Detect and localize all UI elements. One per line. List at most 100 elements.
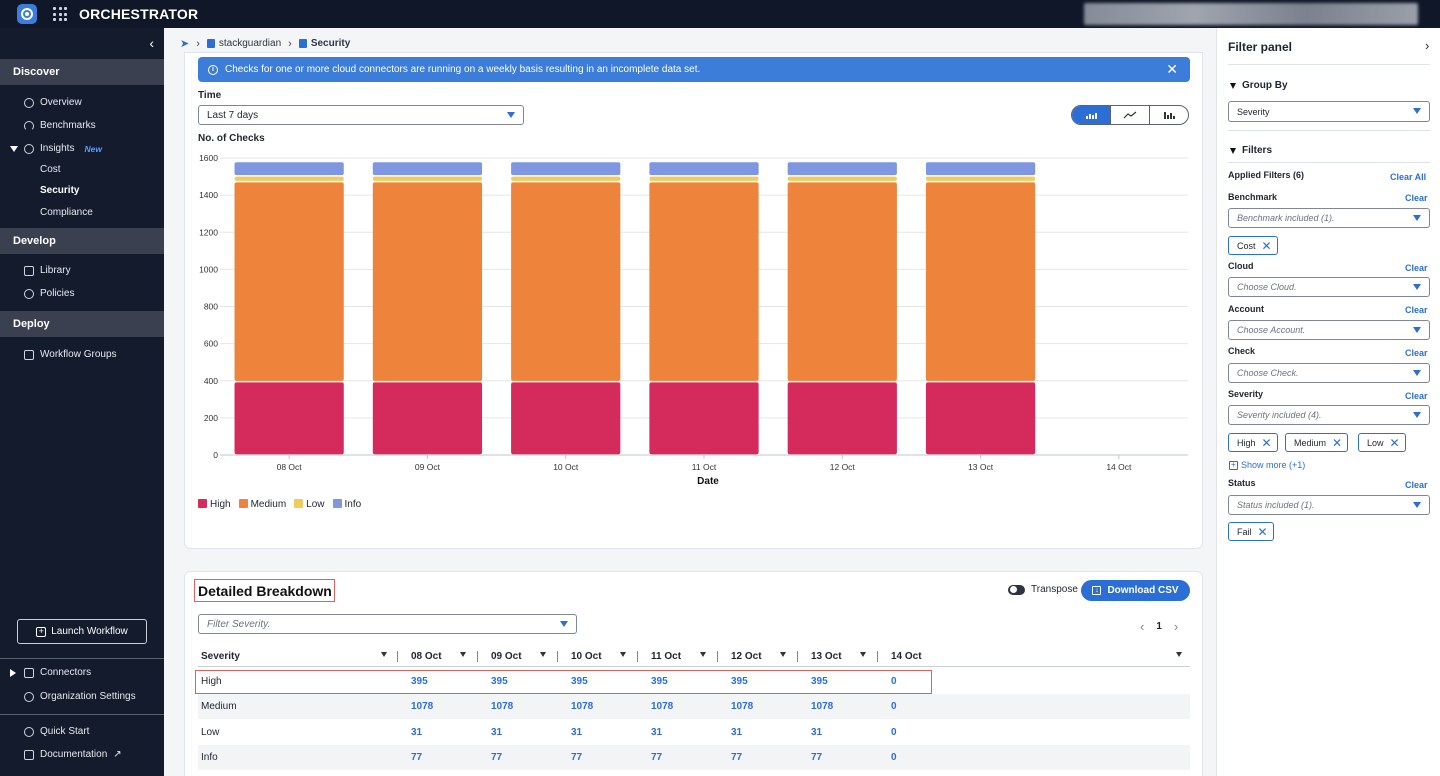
- sidebar-item-insights[interactable]: Insights New: [24, 143, 102, 154]
- legend-item-high[interactable]: High: [198, 499, 231, 510]
- column-filter-icon[interactable]: [540, 652, 546, 657]
- clear-all-button[interactable]: Clear All: [1390, 172, 1427, 182]
- filter-severity-select[interactable]: Filter Severity.: [198, 614, 577, 634]
- column-header[interactable]: 10 Oct: [571, 651, 602, 662]
- chevron-right-icon[interactable]: ›: [1425, 38, 1430, 53]
- line-chart-button[interactable]: [1110, 106, 1149, 124]
- sidebar-item-connectors[interactable]: Connectors: [24, 667, 91, 678]
- download-csv-button[interactable]: ↓ Download CSV: [1081, 580, 1190, 601]
- column-separator[interactable]: [477, 651, 478, 662]
- column-header[interactable]: Severity: [201, 651, 240, 662]
- column-filter-icon[interactable]: [780, 652, 786, 657]
- column-separator[interactable]: [397, 651, 398, 662]
- cloud-clear-button[interactable]: Clear: [1405, 263, 1428, 273]
- sidebar-item-library[interactable]: Library: [24, 265, 71, 276]
- sidebar-item-compliance[interactable]: Compliance: [40, 207, 93, 218]
- count-cell[interactable]: 1078: [811, 701, 834, 712]
- count-cell[interactable]: 31: [491, 727, 503, 738]
- app-logo-icon[interactable]: [17, 4, 37, 24]
- current-page[interactable]: 1: [1156, 621, 1162, 632]
- count-cell[interactable]: 77: [411, 752, 423, 763]
- count-cell[interactable]: 77: [651, 752, 663, 763]
- close-icon[interactable]: ✕: [1332, 435, 1343, 450]
- count-cell[interactable]: 0: [891, 701, 897, 712]
- close-icon[interactable]: ✕: [1389, 435, 1400, 450]
- show-more-button[interactable]: + Show more (+1): [1229, 460, 1305, 470]
- close-icon[interactable]: ✕: [1261, 238, 1272, 253]
- count-cell[interactable]: 395: [411, 676, 428, 687]
- grouped-bar-chart-button[interactable]: [1149, 106, 1188, 124]
- column-filter-icon[interactable]: [460, 652, 466, 657]
- rocket-icon[interactable]: ➤: [180, 38, 190, 50]
- column-filter-icon[interactable]: [620, 652, 626, 657]
- user-account-menu[interactable]: [1084, 3, 1418, 25]
- column-separator[interactable]: [877, 651, 878, 662]
- severity-clear-button[interactable]: Clear: [1405, 391, 1428, 401]
- count-cell[interactable]: 77: [571, 752, 583, 763]
- sidebar-item-overview[interactable]: Overview: [24, 97, 82, 108]
- legend-item-low[interactable]: Low: [294, 499, 325, 510]
- collapse-sidebar-icon[interactable]: ‹: [149, 35, 154, 51]
- benchmark-select[interactable]: Benchmark included (1).: [1228, 208, 1430, 228]
- check-clear-button[interactable]: Clear: [1405, 348, 1428, 358]
- column-header[interactable]: 11 Oct: [651, 651, 682, 662]
- sidebar-item-security[interactable]: Security: [40, 185, 80, 196]
- insights-expand-icon[interactable]: [10, 146, 18, 152]
- check-select[interactable]: Choose Check.: [1228, 363, 1430, 383]
- app-grid-icon[interactable]: [53, 7, 67, 21]
- count-cell[interactable]: 1078: [731, 701, 754, 712]
- launch-workflow-button[interactable]: + Launch Workflow: [17, 619, 147, 644]
- count-cell[interactable]: 395: [651, 676, 668, 687]
- sidebar-item-workflow-groups[interactable]: Workflow Groups: [24, 349, 117, 360]
- legend-item-medium[interactable]: Medium: [238, 499, 286, 510]
- column-header[interactable]: 08 Oct: [411, 651, 442, 662]
- status-select[interactable]: Status included (1).: [1228, 495, 1430, 515]
- count-cell[interactable]: 1078: [411, 701, 434, 712]
- transpose-switch[interactable]: [1008, 584, 1025, 595]
- column-filter-icon[interactable]: [700, 652, 706, 657]
- count-cell[interactable]: 1078: [571, 701, 594, 712]
- chart-type-toggle[interactable]: [1071, 105, 1189, 125]
- count-cell[interactable]: 77: [811, 752, 823, 763]
- sidebar-item-cost[interactable]: Cost: [40, 164, 61, 175]
- count-cell[interactable]: 0: [891, 727, 897, 738]
- benchmark-clear-button[interactable]: Clear: [1405, 193, 1428, 203]
- group-by-select[interactable]: Severity: [1228, 101, 1430, 122]
- count-cell[interactable]: 31: [571, 727, 583, 738]
- cloud-select[interactable]: Choose Cloud.: [1228, 277, 1430, 297]
- count-cell[interactable]: 395: [571, 676, 588, 687]
- count-cell[interactable]: 31: [811, 727, 823, 738]
- count-cell[interactable]: 31: [731, 727, 743, 738]
- group-by-header[interactable]: Group By: [1230, 80, 1288, 91]
- count-cell[interactable]: 395: [491, 676, 508, 687]
- count-cell[interactable]: 0: [891, 752, 897, 763]
- sidebar-item-policies[interactable]: Policies: [24, 288, 74, 299]
- prev-page-icon[interactable]: ‹: [1140, 619, 1145, 634]
- sidebar-item-quick-start[interactable]: Quick Start: [24, 726, 89, 737]
- close-icon[interactable]: ✕: [1261, 435, 1272, 450]
- column-header[interactable]: 14 Oct: [891, 651, 922, 662]
- count-cell[interactable]: 1078: [491, 701, 514, 712]
- stacked-bar-chart-button[interactable]: [1072, 106, 1110, 124]
- connectors-expand-icon[interactable]: [10, 669, 16, 677]
- count-cell[interactable]: 395: [731, 676, 748, 687]
- transpose-toggle[interactable]: Transpose: [1008, 584, 1078, 595]
- close-icon[interactable]: ✕: [1166, 61, 1178, 77]
- column-separator[interactable]: [637, 651, 638, 662]
- count-cell[interactable]: 0: [891, 676, 897, 687]
- column-header[interactable]: 09 Oct: [491, 651, 522, 662]
- breadcrumb-org[interactable]: stackguardian: [206, 38, 281, 49]
- count-cell[interactable]: 1078: [651, 701, 674, 712]
- filters-header[interactable]: Filters: [1230, 145, 1272, 156]
- next-page-icon[interactable]: ›: [1173, 619, 1179, 634]
- count-cell[interactable]: 395: [811, 676, 828, 687]
- status-clear-button[interactable]: Clear: [1405, 480, 1428, 490]
- sidebar-item-benchmarks[interactable]: Benchmarks: [24, 120, 96, 131]
- account-select[interactable]: Choose Account.: [1228, 320, 1430, 340]
- account-clear-button[interactable]: Clear: [1405, 305, 1428, 315]
- column-separator[interactable]: [797, 651, 798, 662]
- column-filter-icon[interactable]: [860, 652, 866, 657]
- time-select[interactable]: Last 7 days: [198, 105, 524, 125]
- column-filter-icon[interactable]: [1176, 652, 1182, 657]
- sidebar-item-organization-settings[interactable]: Organization Settings: [24, 691, 136, 702]
